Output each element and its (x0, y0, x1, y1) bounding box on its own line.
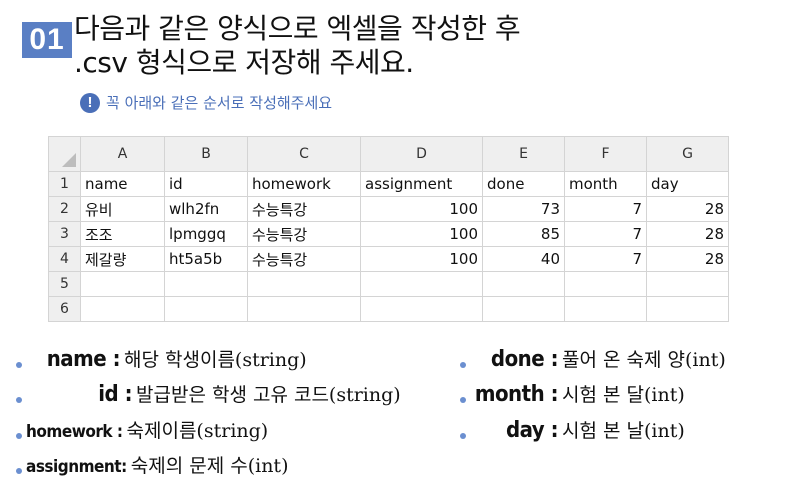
term-label: assignment: (26, 457, 127, 477)
cell[interactable]: 100 (360, 246, 483, 272)
row-header[interactable]: 1 (48, 171, 81, 197)
notice-text: 꼭 아래와 같은 순서로 작성해주세요 (106, 94, 333, 112)
cell[interactable] (164, 271, 248, 297)
cell[interactable]: 조조 (80, 221, 165, 247)
cell[interactable]: 수능특강 (247, 246, 361, 272)
cell[interactable]: 유비 (80, 196, 165, 222)
bullet-icon (16, 397, 22, 403)
term-label: id : (98, 382, 132, 407)
select-all-corner[interactable] (48, 136, 81, 172)
cell[interactable] (482, 271, 565, 297)
term-label: day : (505, 418, 559, 443)
table-row: 6 (48, 296, 729, 322)
table-row: 3 조조 lpmggq 수능특강 100 85 7 28 (48, 221, 729, 247)
row-header[interactable]: 6 (48, 296, 81, 322)
column-header[interactable]: C (247, 136, 361, 172)
term-label: month : (474, 382, 559, 407)
bullet-icon (460, 362, 466, 368)
column-header[interactable]: B (164, 136, 248, 172)
cell[interactable] (80, 296, 165, 322)
cell[interactable]: 73 (482, 196, 565, 222)
cell[interactable]: 100 (360, 196, 483, 222)
cell[interactable]: homework (247, 171, 361, 197)
cell[interactable]: month (564, 171, 647, 197)
title-line-1: 다음과 같은 양식으로 엑셀을 작성한 후 (74, 12, 521, 45)
cell[interactable] (247, 271, 361, 297)
cell[interactable]: 7 (564, 221, 647, 247)
page-title: 다음과 같은 양식으로 엑셀을 작성한 후 .csv 형식으로 저장해 주세요. (74, 12, 521, 80)
column-header[interactable]: F (564, 136, 647, 172)
definition-day: day : 시험 본 날(int) (476, 416, 685, 443)
column-header[interactable]: G (646, 136, 729, 172)
definition-month: month : 시험 본 달(int) (474, 380, 685, 407)
cell[interactable]: 100 (360, 221, 483, 247)
definition-done: done : 풀어 온 숙제 양(int) (476, 345, 726, 372)
table-row: 4 제갈량 ht5a5b 수능특강 100 40 7 28 (48, 246, 729, 272)
definition-name: name : 해당 학생이름(string) (40, 345, 307, 372)
cell[interactable]: 7 (564, 196, 647, 222)
term-description: 해당 학생이름(string) (124, 349, 307, 371)
cell[interactable]: 85 (482, 221, 565, 247)
step-number-badge: 01 (22, 22, 72, 58)
cell[interactable] (646, 296, 729, 322)
cell[interactable]: 제갈량 (80, 246, 165, 272)
term-description: 시험 본 날(int) (562, 420, 685, 442)
column-header-row: A B C D E F G (48, 136, 729, 172)
row-header[interactable]: 5 (48, 271, 81, 297)
term-label: homework : (26, 422, 123, 442)
cell[interactable] (360, 296, 483, 322)
cell[interactable]: 7 (564, 246, 647, 272)
bullet-icon (460, 433, 466, 439)
cell[interactable]: wlh2fn (164, 196, 248, 222)
cell[interactable] (646, 271, 729, 297)
column-header[interactable]: E (482, 136, 565, 172)
table-row: 5 (48, 271, 729, 297)
row-header[interactable]: 3 (48, 221, 81, 247)
exclamation-icon: ! (80, 92, 100, 113)
cell[interactable]: 수능특강 (247, 196, 361, 222)
row-header[interactable]: 2 (48, 196, 81, 222)
cell[interactable]: id (164, 171, 248, 197)
definition-homework: homework : 숙제이름(string) (26, 416, 268, 443)
cell[interactable]: 28 (646, 196, 729, 222)
cell[interactable]: lpmggq (164, 221, 248, 247)
term-description: 발급받은 학생 고유 코드(string) (136, 384, 401, 406)
cell[interactable]: 28 (646, 221, 729, 247)
column-header[interactable]: A (80, 136, 165, 172)
cell[interactable] (564, 296, 647, 322)
term-description: 풀어 온 숙제 양(int) (562, 349, 726, 371)
cell[interactable] (164, 296, 248, 322)
term-description: 시험 본 달(int) (562, 384, 685, 406)
cell[interactable]: 28 (646, 246, 729, 272)
cell[interactable] (564, 271, 647, 297)
cell[interactable]: 40 (482, 246, 565, 272)
table-row: 1 name id homework assignment done month… (48, 171, 729, 197)
bullet-icon (16, 362, 22, 368)
bullet-icon (460, 397, 466, 403)
table-row: 2 유비 wlh2fn 수능특강 100 73 7 28 (48, 196, 729, 222)
cell[interactable]: 수능특강 (247, 221, 361, 247)
definition-id: id : 발급받은 학생 고유 코드(string) (40, 380, 401, 407)
cell[interactable]: assignment (360, 171, 483, 197)
notice: ! 꼭 아래와 같은 순서로 작성해주세요 (80, 92, 332, 113)
term-description: 숙제이름(string) (126, 420, 269, 442)
cell[interactable] (482, 296, 565, 322)
cell[interactable]: ht5a5b (164, 246, 248, 272)
term-description: 숙제의 문제 수(int) (130, 455, 289, 477)
term-label: name : (46, 347, 121, 372)
spreadsheet: A B C D E F G 1 name id homework assignm… (48, 136, 729, 322)
cell[interactable]: day (646, 171, 729, 197)
row-header[interactable]: 4 (48, 246, 81, 272)
title-line-2: .csv 형식으로 저장해 주세요. (74, 46, 414, 79)
cell[interactable]: done (482, 171, 565, 197)
cell[interactable]: name (80, 171, 165, 197)
cell[interactable] (247, 296, 361, 322)
bullet-icon (16, 433, 22, 439)
cell[interactable] (360, 271, 483, 297)
column-header[interactable]: D (360, 136, 483, 172)
cell[interactable] (80, 271, 165, 297)
term-label: done : (490, 347, 559, 372)
bullet-icon (16, 468, 22, 474)
definition-assignment: assignment: 숙제의 문제 수(int) (26, 451, 288, 478)
